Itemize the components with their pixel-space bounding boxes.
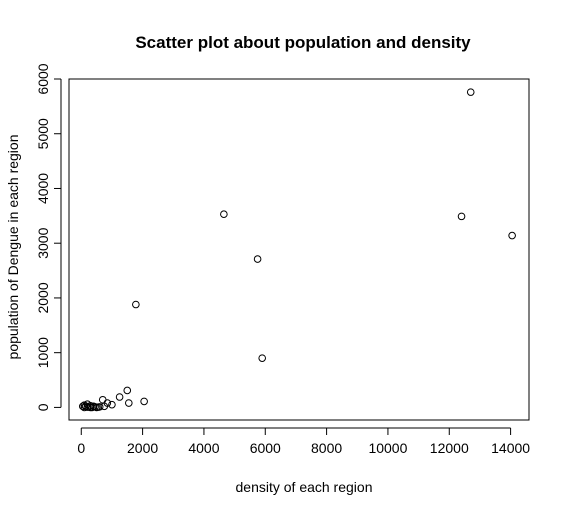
- data-point: [123, 386, 132, 395]
- chart-title: Scatter plot about population and densit…: [135, 33, 471, 52]
- x-tick-label: 12000: [430, 440, 469, 456]
- y-tick-label: 4000: [35, 173, 51, 204]
- data-point: [108, 400, 116, 409]
- plot-area-border: [68, 78, 530, 421]
- y-tick-label: 3000: [35, 227, 51, 258]
- data-points: [79, 88, 516, 412]
- x-axis-label: density of each region: [236, 479, 373, 495]
- x-tick-label: 6000: [250, 440, 281, 456]
- y-tick-label: 0: [35, 403, 51, 411]
- x-tick-label: 14000: [491, 440, 530, 456]
- y-tick-label: 5000: [35, 118, 51, 149]
- y-tick-label: 1000: [35, 337, 51, 368]
- data-point: [457, 212, 466, 221]
- data-point: [132, 300, 140, 309]
- x-axis: 0 2000 4000 6000 8000 10000 12000 14000: [77, 427, 530, 456]
- x-tick-label: 2000: [127, 440, 158, 456]
- x-tick-label: 4000: [188, 440, 219, 456]
- y-tick-label: 6000: [35, 63, 51, 94]
- y-tick-label: 2000: [35, 282, 51, 313]
- y-axis: 0 1000 2000 3000 4000 5000 6000: [35, 63, 62, 411]
- y-axis-label: population of Dengue in each region: [5, 135, 21, 360]
- data-point: [140, 397, 148, 406]
- x-tick-label: 10000: [368, 440, 407, 456]
- data-point: [508, 231, 516, 240]
- data-point: [220, 210, 228, 218]
- x-tick-label: 8000: [311, 440, 342, 456]
- data-point: [125, 399, 133, 407]
- data-point: [83, 403, 92, 411]
- data-point: [92, 403, 101, 412]
- data-point: [115, 393, 124, 401]
- data-point: [95, 403, 104, 411]
- data-point: [258, 354, 267, 362]
- data-point: [98, 395, 107, 404]
- x-tick-label: 0: [77, 440, 85, 456]
- data-point: [466, 88, 475, 96]
- data-point: [253, 255, 262, 263]
